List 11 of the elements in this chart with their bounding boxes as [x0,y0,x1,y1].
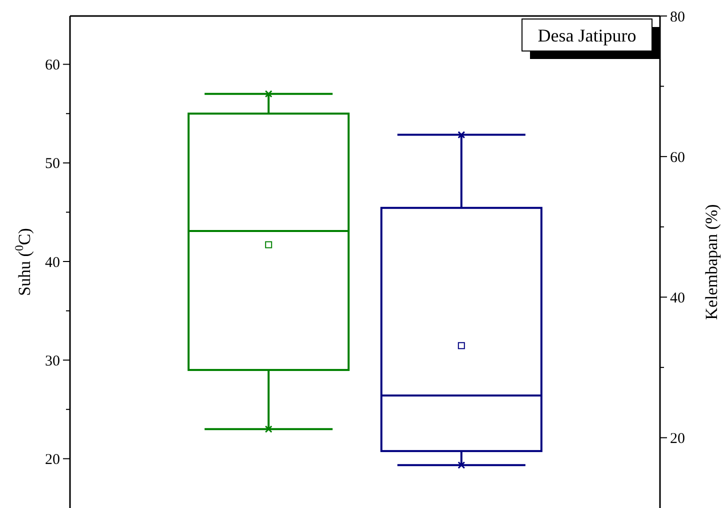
y2-tick-label: 40 [670,290,685,306]
annotation: Desa Jatipuro [538,25,636,46]
y2-tick-label: 20 [670,430,685,447]
y2-tick-label: 60 [670,150,685,166]
y-tick-label: 40 [45,254,60,271]
y2-axis-title: Kelembapan (%) [702,204,721,320]
y-tick-label: 30 [45,353,60,370]
y-tick-label: 60 [45,58,60,74]
y-tick-label: 50 [45,156,60,172]
y2-tick-label: 80 [670,9,685,26]
y-tick-label: 20 [45,452,60,468]
